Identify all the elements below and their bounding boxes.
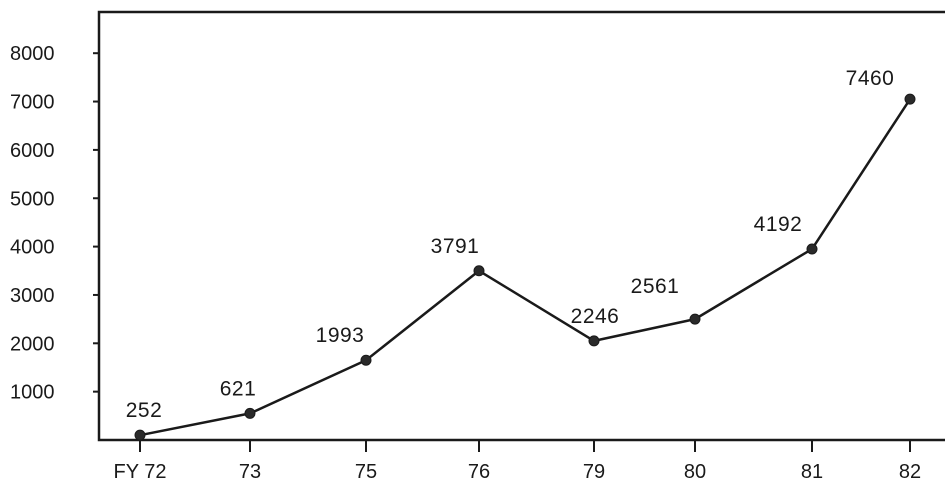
data-label: 2561	[631, 275, 680, 298]
y-tick-label: 1000	[10, 382, 55, 404]
x-tick-label: 79	[583, 461, 605, 483]
x-tick-label: 76	[468, 461, 490, 483]
data-label: 252	[126, 399, 163, 422]
y-axis-ticks: 1000 2000 3000 4000 5000 6000 7000 8000	[10, 43, 99, 404]
x-tick-label: 81	[801, 461, 823, 483]
x-tick-label: FY 72	[114, 461, 167, 483]
data-label: 621	[220, 377, 257, 400]
x-tick-label: 75	[355, 461, 377, 483]
data-point	[806, 243, 818, 255]
data-point	[689, 313, 701, 325]
plot-frame	[97, 10, 945, 442]
y-tick-label: 5000	[10, 188, 55, 210]
data-point	[473, 265, 485, 277]
data-label: 2246	[571, 305, 620, 328]
data-label: 7460	[846, 67, 895, 90]
data-point	[244, 407, 256, 419]
y-tick-label: 8000	[10, 43, 55, 65]
x-tick-label: 80	[684, 461, 706, 483]
data-label: 3791	[431, 235, 480, 258]
data-point	[588, 335, 600, 347]
series-line	[139, 98, 912, 437]
y-tick-label: 6000	[10, 140, 55, 162]
x-tick-label: 73	[239, 461, 261, 483]
x-axis-ticks: FY 72 73 75 76 79 80 81 82	[114, 440, 921, 483]
data-point	[904, 93, 916, 105]
data-point	[134, 429, 146, 441]
y-tick-label: 4000	[10, 237, 55, 259]
data-point	[360, 354, 372, 366]
data-labels: 252 621 1993 3791 2246 2561 4192 7460	[126, 67, 895, 422]
series-group	[134, 93, 916, 441]
y-tick-label: 7000	[10, 92, 55, 114]
y-tick-label: 2000	[10, 333, 55, 355]
x-tick-label: 82	[899, 461, 921, 483]
data-label: 1993	[316, 324, 365, 347]
y-tick-label: 3000	[10, 285, 55, 307]
data-label: 4192	[754, 213, 803, 236]
